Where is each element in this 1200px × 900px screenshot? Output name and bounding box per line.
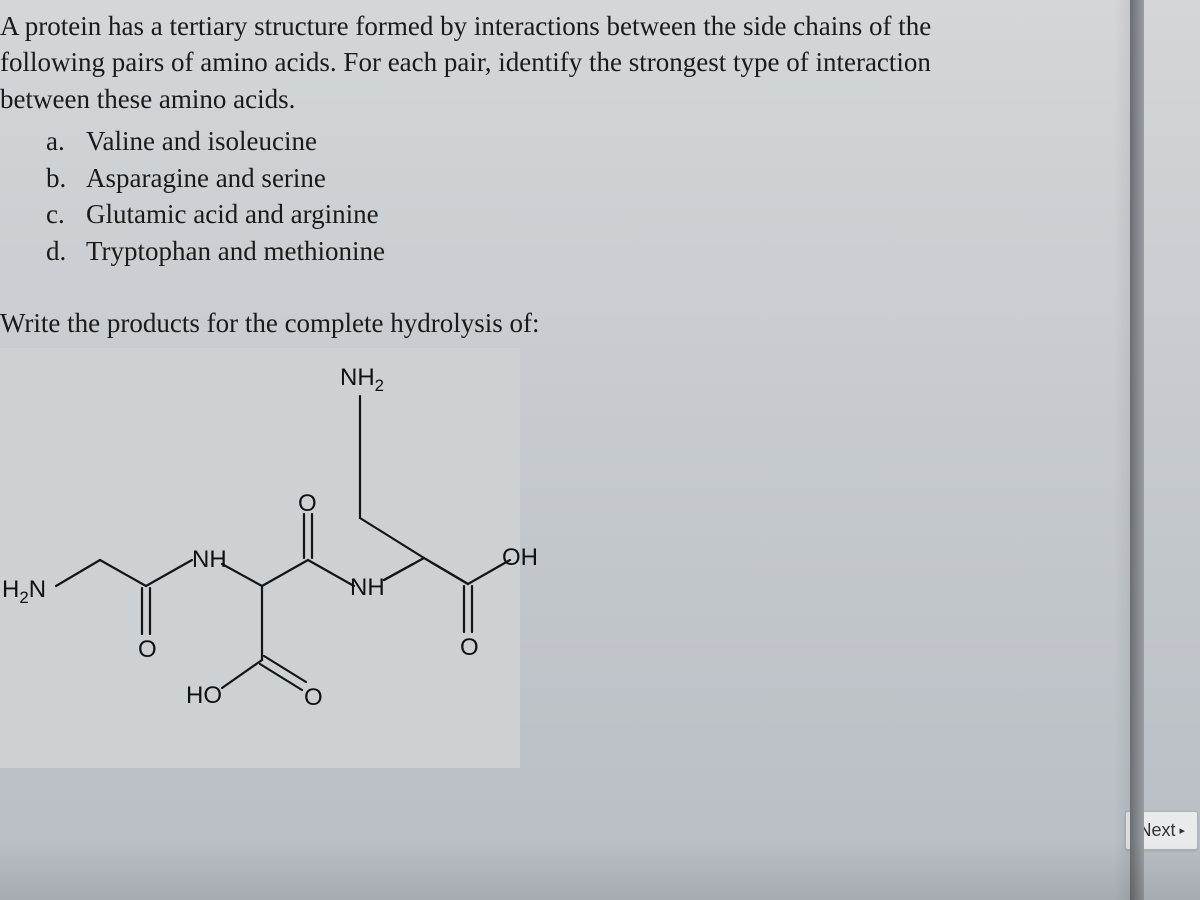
label-nh-1: NH: [192, 544, 227, 576]
list-text-b: Asparagine and serine: [86, 160, 326, 196]
bottom-vignette: [0, 840, 1200, 900]
question2-prompt: Write the products for the complete hydr…: [0, 305, 1190, 341]
list-letter-d: d.: [46, 233, 72, 269]
page-root: A protein has a tertiary structure forme…: [0, 0, 1200, 900]
question1-intro: A protein has a tertiary structure forme…: [0, 8, 1190, 117]
list-letter-c: c.: [46, 196, 72, 232]
q1-line2: following pairs of amino acids. For each…: [0, 44, 1190, 80]
list-letter-a: a.: [46, 123, 72, 159]
list-item: b. Asparagine and serine: [46, 160, 1190, 196]
label-h2n-left: H2N: [2, 574, 46, 606]
label-o-2: O: [298, 488, 317, 520]
list-text-d: Tryptophan and methionine: [86, 233, 385, 269]
question1-list: a. Valine and isoleucine b. Asparagine a…: [46, 123, 1190, 269]
label-oh-right: OH: [502, 542, 538, 574]
list-letter-b: b.: [46, 160, 72, 196]
list-item: d. Tryptophan and methionine: [46, 233, 1190, 269]
label-ho-bottom: HO: [186, 680, 222, 712]
list-text-c: Glutamic acid and arginine: [86, 196, 379, 232]
q1-line3: between these amino acids.: [0, 81, 1190, 117]
next-button[interactable]: Next ▸: [1125, 811, 1198, 850]
chem-fix-svg: [0, 348, 520, 768]
label-o-3: O: [304, 682, 323, 714]
chevron-right-icon: ▸: [1179, 824, 1185, 837]
label-o-1: O: [138, 634, 157, 666]
label-nh-2: NH: [350, 572, 385, 604]
list-item: a. Valine and isoleucine: [46, 123, 1190, 159]
label-o-4: O: [460, 632, 479, 664]
next-button-label: Next: [1138, 820, 1175, 841]
content-area: A protein has a tertiary structure forme…: [0, 8, 1190, 768]
q1-line1: A protein has a tertiary structure forme…: [0, 8, 1190, 44]
chemical-structure: NH2 H2N NH NH OH HO O O O O: [0, 348, 520, 768]
list-text-a: Valine and isoleucine: [86, 123, 317, 159]
label-nh2-top: NH2: [340, 362, 384, 394]
list-item: c. Glutamic acid and arginine: [46, 196, 1190, 232]
